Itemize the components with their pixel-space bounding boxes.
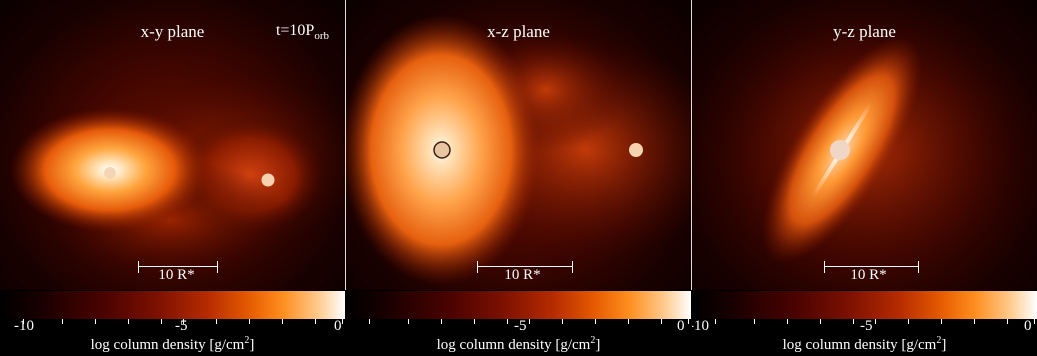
tick-label-max: 0 xyxy=(677,318,685,334)
density-image-xz xyxy=(346,15,691,285)
companion-star xyxy=(629,143,643,157)
tick-label-max: 0 xyxy=(1024,318,1032,334)
time-label: t=10Porb xyxy=(275,22,329,43)
density-render-yz xyxy=(692,0,1037,290)
tick-label-mid: -5 xyxy=(175,318,188,334)
colorbar-ticks xyxy=(346,319,691,325)
plane-label: y-z plane xyxy=(833,22,896,41)
scale-bar xyxy=(477,261,573,273)
colorbar-ticks xyxy=(0,319,345,325)
colorbar-label: log column density [g/cm2] xyxy=(436,335,601,353)
tick-label-mid: -5 xyxy=(514,318,527,334)
tick-label-max: 0 xyxy=(334,318,342,334)
density-image-xy xyxy=(10,70,345,280)
scale-label: 10 R* xyxy=(158,267,195,283)
scale-label: 10 R* xyxy=(504,267,541,283)
colorbar-ticks xyxy=(692,319,1037,325)
density-render-xy xyxy=(0,0,345,290)
panel-yz: y-z plane 10 R* -10 -5 0 log column dens… xyxy=(692,0,1037,356)
tick-label-mid: -5 xyxy=(860,318,873,334)
panel-divider xyxy=(691,0,692,290)
companion-star xyxy=(261,173,275,187)
plane-label: x-z plane xyxy=(487,22,550,41)
primary-star xyxy=(433,141,451,159)
density-render-xz xyxy=(346,0,691,290)
tick-label-min: -10 xyxy=(692,318,709,334)
plane-label: x-y plane xyxy=(140,22,205,41)
colorbar xyxy=(692,291,1037,319)
colorbar xyxy=(0,291,345,319)
scale-label: 10 R* xyxy=(850,267,887,283)
density-image-yz xyxy=(717,20,1017,280)
primary-star xyxy=(104,167,116,179)
colorbar xyxy=(346,291,691,319)
scale-bar xyxy=(824,261,919,273)
colorbar-label: log column density [g/cm2] xyxy=(782,335,947,353)
colorbar-label: log column density [g/cm2] xyxy=(90,335,255,353)
scale-bar xyxy=(138,261,218,273)
tick-label-min: -10 xyxy=(14,318,34,334)
panel-xz: x-z plane 10 R* -5 0 log column density … xyxy=(346,0,691,356)
panel-xy: x-y plane t=10Porb 10 R* -10 -5 0 log co… xyxy=(0,0,345,356)
primary-star xyxy=(830,140,850,160)
